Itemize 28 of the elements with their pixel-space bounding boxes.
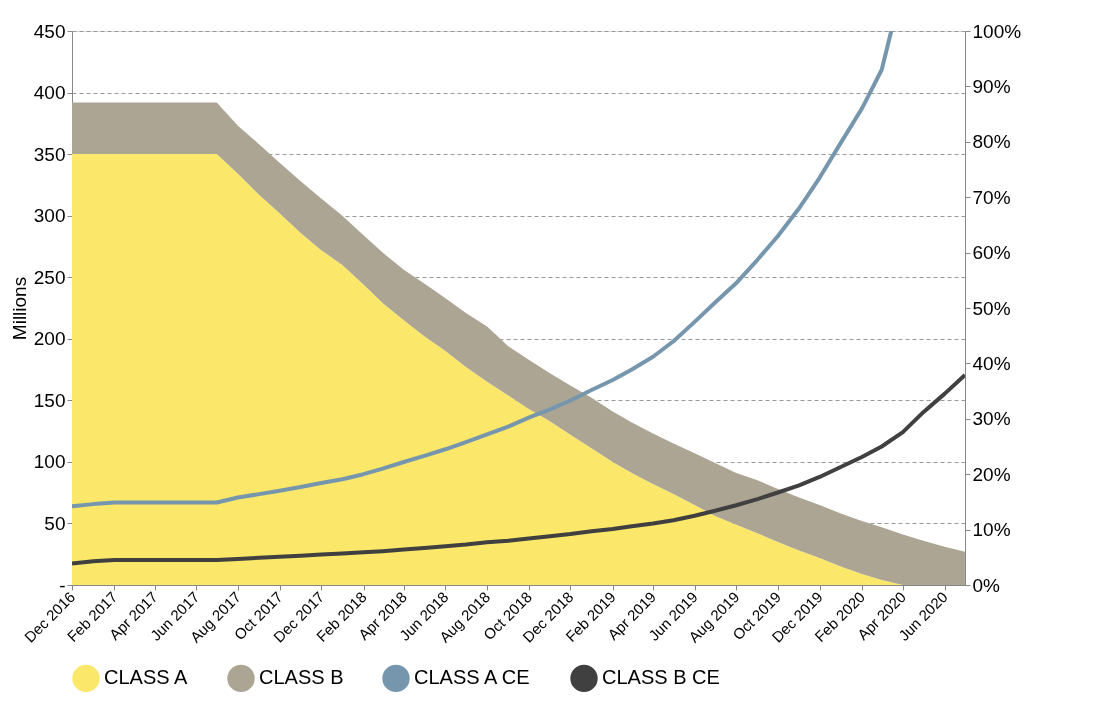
legend-label: CLASS A <box>104 666 189 689</box>
legend-label: CLASS B <box>259 666 344 689</box>
legend-label: CLASS A CE <box>414 666 530 689</box>
y-tick-label: 50 <box>44 512 66 534</box>
line-series <box>72 373 965 566</box>
y-tick-label: 150 <box>33 389 66 411</box>
y2-tick-label: 0% <box>972 574 1001 596</box>
legend-label: CLASS B CE <box>602 666 720 689</box>
y2-tick-label: 60% <box>972 242 1011 264</box>
y2-tick-label: 80% <box>972 131 1011 153</box>
y2-tick-label: 10% <box>972 519 1011 541</box>
y-axis-title: Millions <box>8 276 30 341</box>
y2-tick-label: 90% <box>972 75 1011 97</box>
y-tick-label: 350 <box>33 143 66 165</box>
y2-tick-label: 30% <box>972 408 1011 430</box>
y2-tick-label: 100% <box>972 20 1022 42</box>
y2-tick-label: 40% <box>972 352 1011 374</box>
y2-tick-label: 70% <box>972 186 1011 208</box>
y-tick-label: 400 <box>33 82 66 104</box>
y-tick-label: 450 <box>33 20 66 42</box>
line-series <box>72 31 894 509</box>
y-tick-label: 300 <box>33 205 66 227</box>
y-tick-label: 100 <box>33 451 66 473</box>
y2-tick-label: 50% <box>972 297 1011 319</box>
y-tick-label: 250 <box>33 266 66 288</box>
y-tick-label: 200 <box>33 328 66 350</box>
y-tick-label: - <box>59 574 66 596</box>
y2-tick-label: 20% <box>972 463 1011 485</box>
